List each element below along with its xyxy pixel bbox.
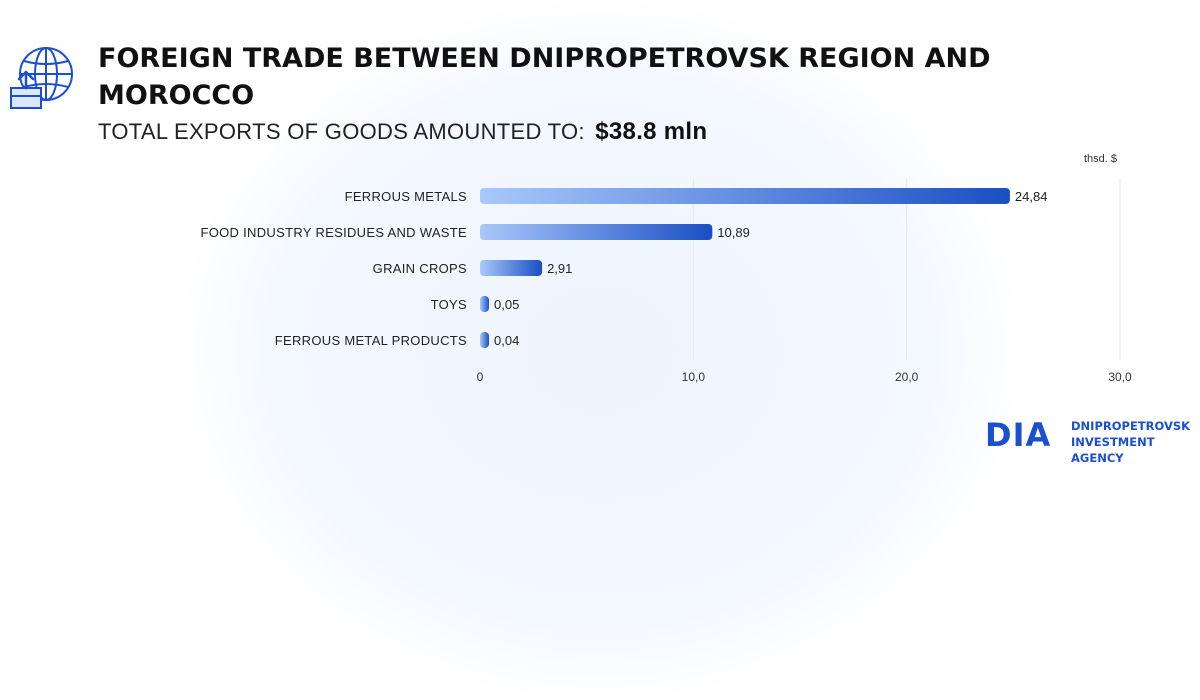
bar [480,224,713,240]
value-label: 0,05 [494,297,519,312]
logo-line-1: DNIPROPETROVSK [1071,419,1191,433]
bar [480,260,543,276]
category-label: FOOD INDUSTRY RESIDUES AND WASTE [200,225,467,240]
subtitle: TOTAL EXPORTS OF GOODS AMOUNTED TO: $38.… [98,118,707,146]
logo-mark: DIA [985,416,1052,454]
subtitle-prefix: TOTAL EXPORTS OF GOODS AMOUNTED TO: [98,119,585,144]
category-label: TOYS [431,297,467,312]
globe-export-icon [10,47,73,109]
category-label: GRAIN CROPS [373,261,467,276]
category-label: FERROUS METAL PRODUCTS [275,333,467,348]
value-label: 24,84 [1015,189,1048,204]
value-label: 10,89 [717,225,750,240]
x-tick-label: 30,0 [1108,370,1132,384]
bar [480,296,489,312]
page-title: FOREIGN TRADE BETWEEN DNIPROPETROVSK REG… [98,43,991,111]
bar [480,188,1010,204]
value-label: 0,04 [494,333,519,348]
unit-label: thsd. $ [1084,153,1118,165]
value-label: 2,91 [547,261,572,276]
total-exports-amount: $38.8 mln [595,118,708,145]
bar-chart: FERROUS METALS 24,84 FOOD INDUSTRY RESIDUE… [200,178,1132,384]
x-tick-label: 0 [477,370,484,384]
bar [480,332,489,348]
logo-line-2: INVESTMENT AGENCY [1071,435,1155,465]
category-label: FERROUS METALS [345,189,467,204]
brand-logo: DIA DNIPROPETROVSK INVESTMENT AGENCY [985,414,1190,465]
x-tick-label: 20,0 [895,370,919,384]
x-tick-label: 10,0 [682,370,706,384]
logo-text: DNIPROPETROVSK INVESTMENT AGENCY [1071,418,1191,466]
